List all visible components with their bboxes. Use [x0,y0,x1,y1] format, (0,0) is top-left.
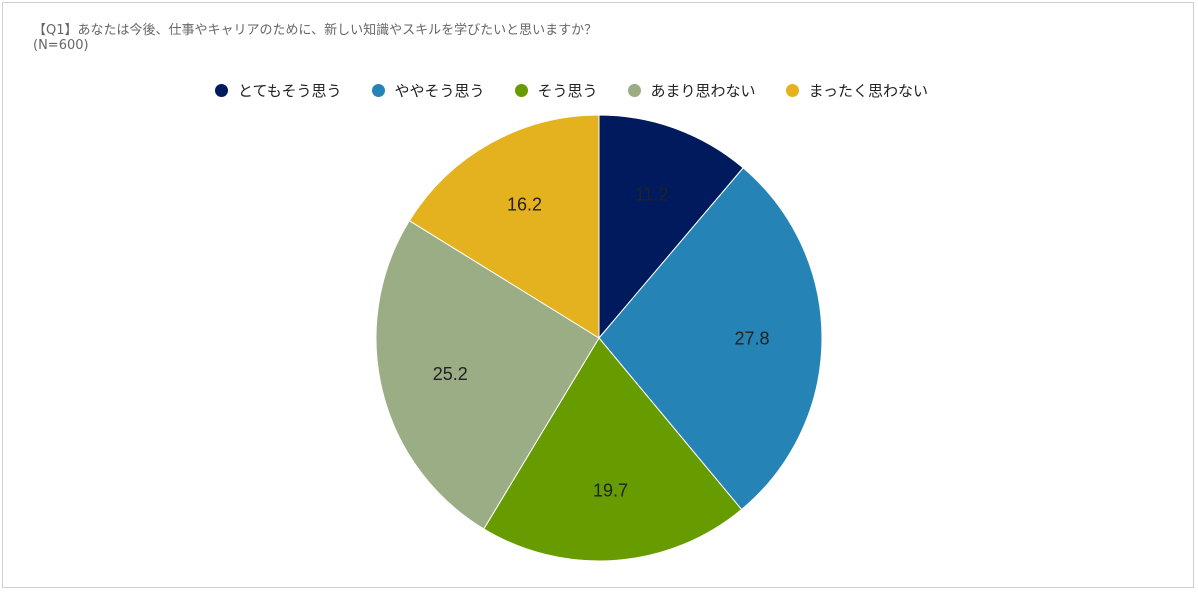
legend-label-3: あまり思わない [650,82,756,100]
legend-swatch-3 [627,84,641,97]
pie-data-label-3: 25.2 [433,364,468,384]
legend-item-1: ややそう思う [371,80,485,101]
legend-swatch-1 [371,84,385,97]
legend: とてもそう思う ややそう思う そう思う あまり思わない まったく思わない [215,80,928,101]
legend-item-2: そう思う [514,80,598,101]
legend-item-4: まったく思わない [785,80,928,101]
pie-data-label-2: 19.7 [593,481,628,501]
chart-subtitle: (N=600) [33,38,89,53]
legend-swatch-0 [215,84,228,97]
pie-slice-0 [598,114,744,340]
pie-slices [375,114,823,562]
legend-label-4: まったく思わない [808,82,928,100]
legend-item-0: とてもそう思う [215,80,342,101]
pie-slice-4 [408,114,600,339]
legend-label-2: そう思う [537,82,598,100]
pie-data-label-4: 16.2 [507,194,542,214]
legend-item-3: あまり思わない [627,80,756,101]
legend-swatch-2 [514,84,528,97]
chart-title-block: 【Q1】あなたは今後、仕事やキャリアのために、新しい知識やスキルを学びたいと思い… [33,23,597,53]
pie-data-label-1: 27.8 [734,329,769,349]
legend-label-1: ややそう思う [394,82,485,100]
legend-swatch-4 [785,84,799,97]
pie-slice-2 [483,337,743,562]
pie-slice-1 [598,167,823,511]
pie-labels: 11.2 27.8 19.7 25.2 16.2 [433,184,770,500]
pie-slice-3 [375,220,600,530]
legend-label-0: とてもそう思う [238,82,342,100]
chart-title: 【Q1】あなたは今後、仕事やキャリアのために、新しい知識やスキルを学びたいと思い… [33,23,598,38]
pie-data-label-0: 11.2 [635,184,669,204]
